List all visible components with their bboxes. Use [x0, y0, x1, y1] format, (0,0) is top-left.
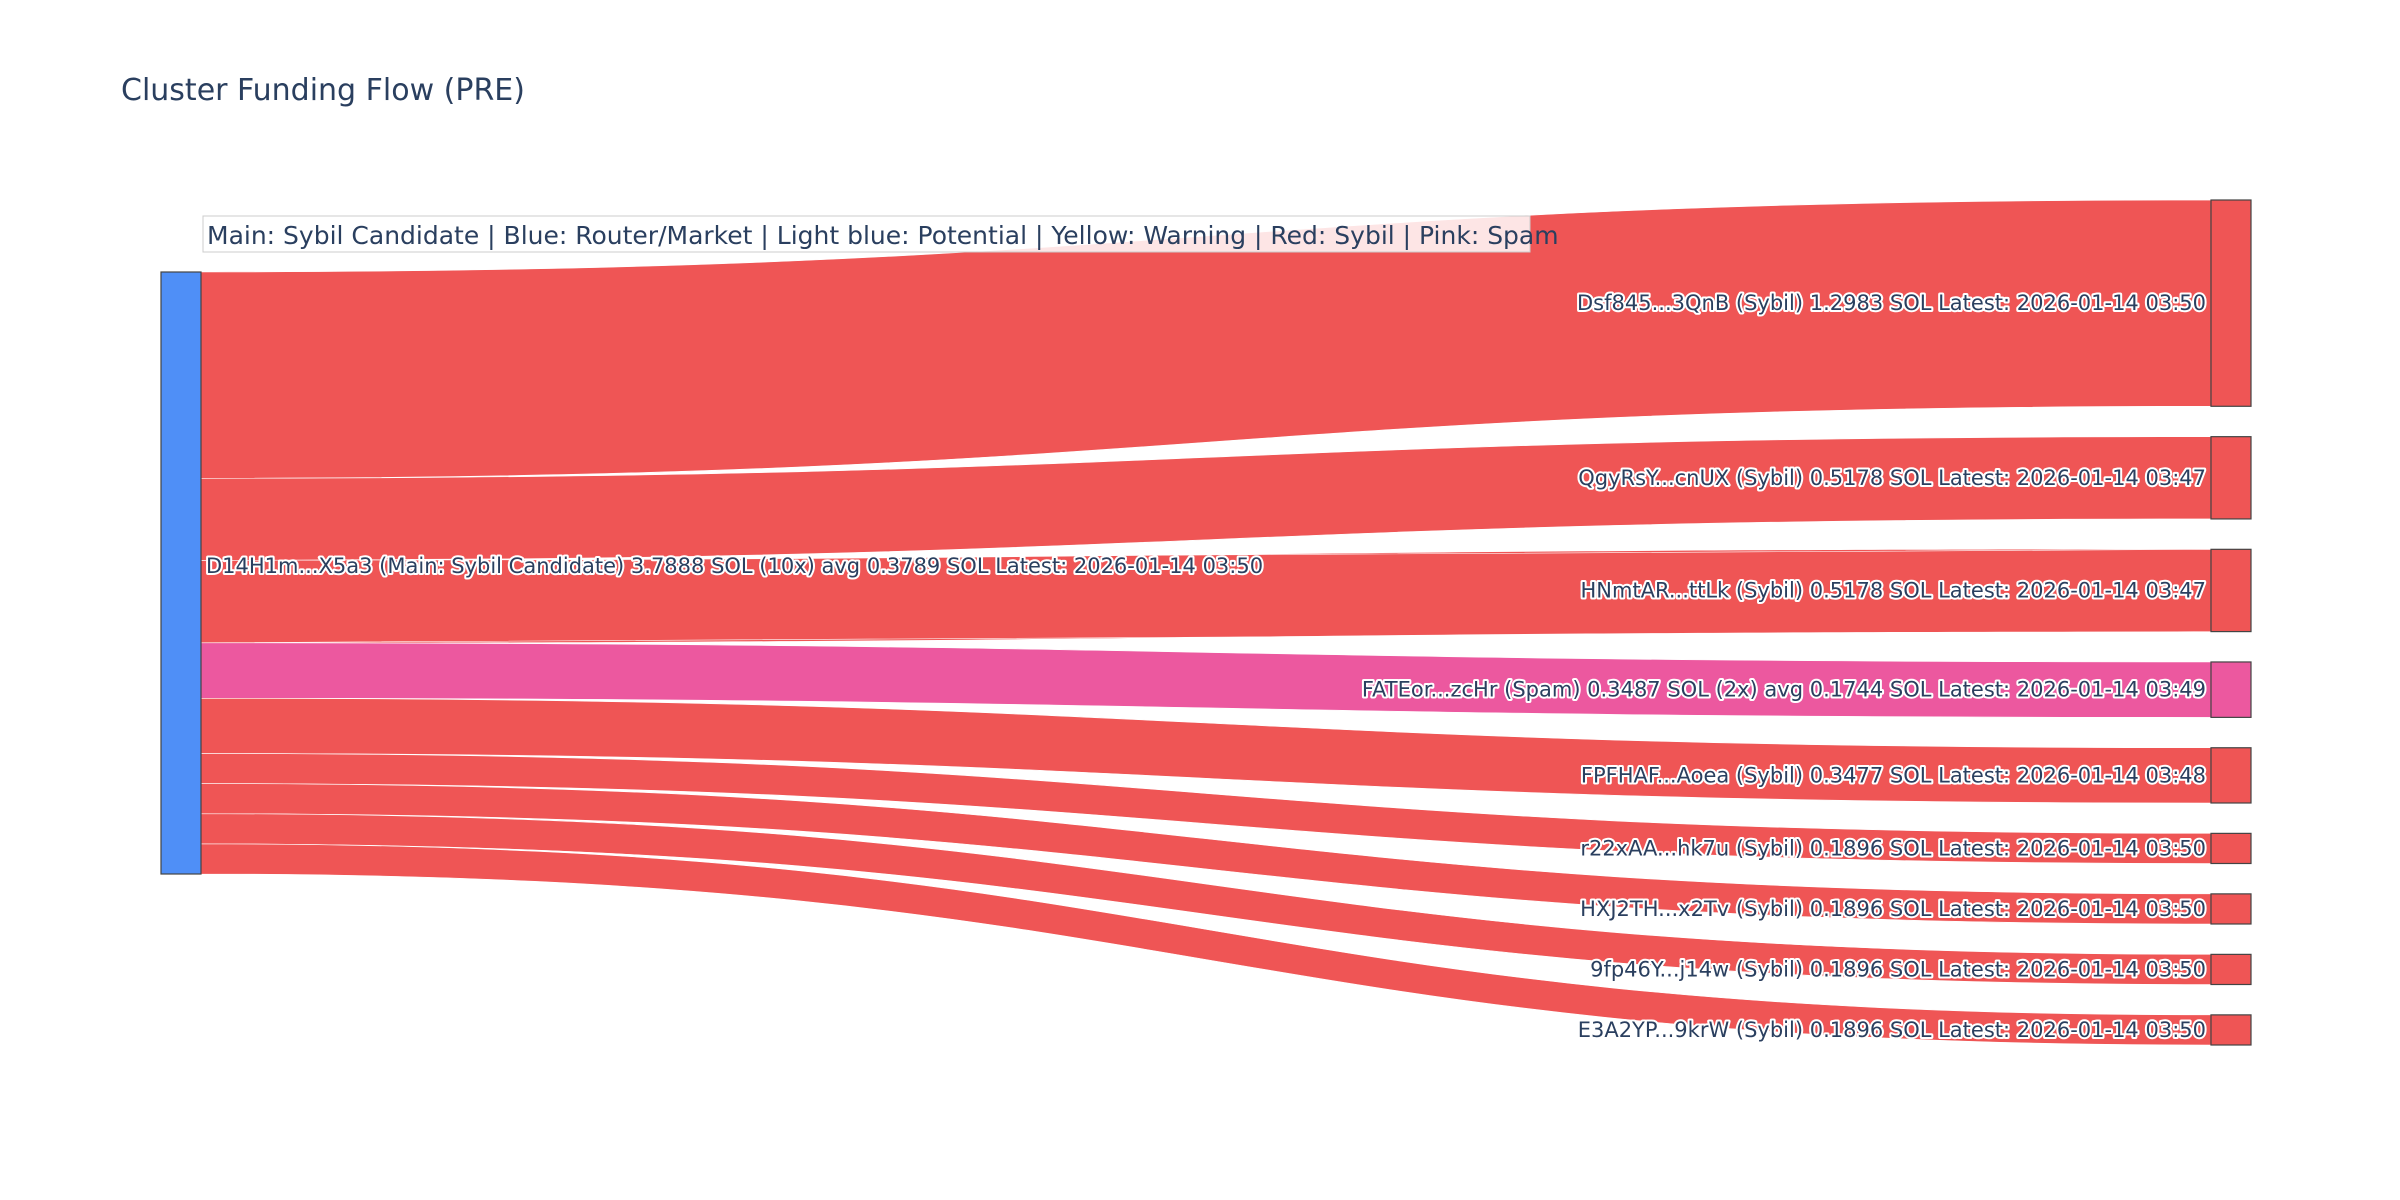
legend-annotation: Main: Sybil Candidate | Blue: Router/Mar… — [202, 215, 1559, 253]
legend-box — [202, 215, 1531, 253]
target-label-5: FPFHAF...Aoea (Sybil) 0.3477 SOL Latest:… — [1581, 763, 2206, 787]
target-node-5 — [2210, 747, 2252, 804]
target-label-2: QgyRsY...cnUX (Sybil) 0.5178 SOL Latest:… — [1578, 466, 2206, 490]
label-layer: Dsf845...3QnB (Sybil) 1.2983 SOL Latest:… — [204, 289, 2208, 1044]
target-node-3 — [2210, 548, 2252, 633]
source-label: D14H1m...X5a3 (Main: Sybil Candidate) 3.… — [206, 554, 1263, 578]
target-node-7 — [2210, 893, 2252, 925]
target-label-4: FATEor...zcHr (Spam) 0.3487 SOL (2x) avg… — [1362, 678, 2206, 702]
target-label-9: E3A2YP...9krW (Sybil) 0.1896 SOL Latest:… — [1578, 1018, 2206, 1042]
target-node-2 — [2210, 436, 2252, 520]
target-label-1: Dsf845...3QnB (Sybil) 1.2983 SOL Latest:… — [1577, 291, 2206, 315]
target-node-6 — [2210, 832, 2252, 865]
node-layer — [160, 199, 2252, 1046]
target-label-6: r22xAA...hk7u (Sybil) 0.1896 SOL Latest:… — [1580, 836, 2206, 860]
target-node-9 — [2210, 1014, 2252, 1046]
chart-title: Cluster Funding Flow (PRE) — [121, 73, 525, 108]
target-label-7: HXJ2TH...x2Tv (Sybil) 0.1896 SOL Latest:… — [1580, 897, 2206, 921]
target-node-4 — [2210, 661, 2252, 718]
target-node-1 — [2210, 199, 2252, 407]
source-node — [160, 271, 202, 875]
legend-text: Main: Sybil Candidate | Blue: Router/Mar… — [207, 221, 1559, 250]
target-label-3: HNmtAR...ttLk (Sybil) 0.5178 SOL Latest:… — [1580, 578, 2206, 602]
link-layer — [200, 199, 2212, 1046]
target-node-8 — [2210, 953, 2252, 986]
target-label-8: 9fp46Y...j14w (Sybil) 0.1896 SOL Latest:… — [1590, 957, 2206, 981]
